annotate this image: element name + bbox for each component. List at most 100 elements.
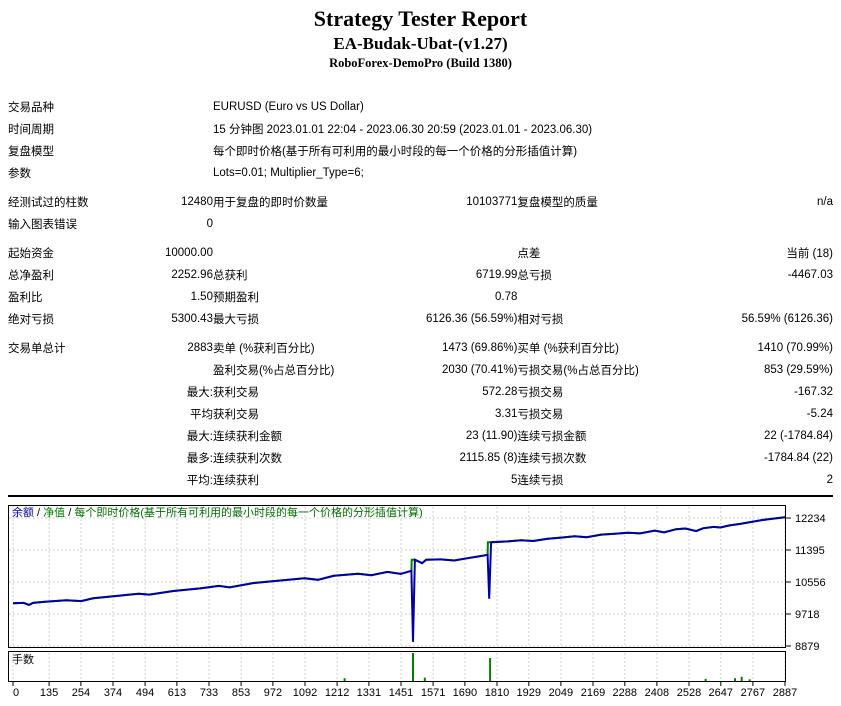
value-3: 22 (-1784.84): [763, 430, 833, 442]
svg-text:0: 0: [13, 687, 19, 699]
section-rule: [8, 491, 833, 497]
empty-cell: [159, 162, 213, 184]
value-2: 5: [511, 474, 518, 486]
value-3: -4467.03: [787, 269, 833, 281]
table-row: 时间周期 15 分钟图 2023.01.01 22:04 - 2023.06.30…: [8, 118, 833, 140]
lots-label: 手数: [12, 652, 34, 666]
value-1: 平均:: [186, 475, 213, 487]
balance-chart: 12234 11395 10556 9718 8879 0 135 254 374 494 613…: [8, 505, 826, 699]
svg-text:972: 972: [264, 687, 282, 699]
value-3: n/a: [817, 196, 833, 208]
table-row: 最大: 连续获利金额 23 (11.90) 连续亏损金额 22 (-1784.84): [8, 425, 833, 447]
label-3: 复盘模型的质量: [517, 197, 598, 209]
row-label: 参数: [8, 168, 31, 180]
value-2: 23 (11.90): [465, 430, 518, 442]
svg-text:2169: 2169: [581, 687, 605, 699]
table-row: 交易品种 EURUSD (Euro vs US Dollar): [8, 96, 833, 118]
svg-text:2887: 2887: [773, 687, 797, 699]
table-row: 平均 获利交易 3.31 亏损交易 -5.24: [8, 403, 833, 425]
value-2: 572.28: [482, 386, 518, 398]
row-label: [8, 469, 159, 491]
value-2: 6719.99: [475, 269, 518, 281]
row-value: 每个即时价格(基于所有可利用的最小时段的每一个价格的分形插值计算): [212, 146, 578, 158]
value-2: 2115.85 (8): [459, 452, 518, 464]
value-1: 2252.96: [171, 269, 213, 281]
svg-text:10556: 10556: [795, 577, 826, 589]
svg-text:613: 613: [168, 687, 186, 699]
label-2: [213, 242, 370, 264]
label-3: [517, 213, 673, 235]
table-row: 交易单总计 2883 卖单 (%获利百分比) 1473 (69.86%) 买单 (%获利…: [8, 337, 833, 359]
svg-text:1571: 1571: [421, 687, 445, 699]
y-axis-labels: 12234 11395 10556 9718 8879: [795, 513, 826, 653]
label-2: 最大亏损: [212, 314, 259, 326]
table-row: 参数 Lots=0.01; Multiplier_Type=6;: [8, 162, 833, 184]
svg-text:733: 733: [200, 687, 218, 699]
value-1: 10000.00: [165, 247, 213, 259]
row-label: [8, 359, 159, 381]
value-3: -5.24: [806, 408, 833, 420]
label-3: 亏损交易(%占总百分比): [517, 365, 639, 377]
table-row: 盈利交易(%占总百分比) 2030 (70.41%) 亏损交易(%占总百分比) 853…: [8, 359, 833, 381]
label-3: 点差: [517, 248, 541, 260]
legend-separator: /: [65, 507, 74, 519]
value-1: 2883: [187, 342, 213, 354]
svg-text:254: 254: [72, 687, 90, 699]
report-title: Strategy Tester Report: [313, 6, 528, 31]
value-1: 1.50: [190, 291, 213, 303]
label-2: 盈利交易(%占总百分比): [212, 365, 335, 377]
table-row: 平均: 连续获利 5 连续亏损 2: [8, 469, 833, 491]
ea-name: EA-Budak-Ubat-(v1.27): [333, 34, 508, 53]
row-label: [8, 447, 159, 469]
value-2: 10103771: [466, 196, 518, 208]
value-2: 1473 (69.86%): [441, 342, 518, 354]
report-header: Strategy Tester Report EA-Budak-Ubat-(v1…: [0, 6, 841, 71]
value-2: 2030 (70.41%): [441, 364, 518, 376]
table-row: 最多: 连续获利次数 2115.85 (8) 连续亏损次数 -1784.84 (22): [8, 447, 833, 469]
svg-text:1092: 1092: [293, 687, 317, 699]
empty-cell: [159, 96, 213, 118]
label-2: 总获利: [212, 270, 248, 282]
svg-text:2767: 2767: [741, 687, 765, 699]
row-label: 交易品种: [8, 102, 54, 114]
table-row: 复盘模型 每个即时价格(基于所有可利用的最小时段的每一个价格的分形插值计算): [8, 140, 833, 162]
legend-separator: /: [34, 507, 43, 519]
svg-text:1929: 1929: [517, 687, 541, 699]
svg-text:2288: 2288: [613, 687, 637, 699]
server-build: RoboForex-DemoPro (Build 1380): [329, 56, 512, 70]
row-label: 输入图表错误: [8, 219, 77, 231]
label-2: 连续获利金额: [212, 431, 282, 443]
svg-text:853: 853: [232, 687, 250, 699]
section-gap: [8, 235, 833, 242]
svg-text:135: 135: [40, 687, 58, 699]
label-2: 预期盈利: [212, 292, 259, 304]
svg-text:9718: 9718: [795, 609, 819, 621]
svg-text:2647: 2647: [709, 687, 733, 699]
svg-text:11395: 11395: [795, 545, 825, 557]
label-2: 获利交易: [212, 409, 259, 421]
svg-text:1451: 1451: [389, 687, 413, 699]
label-3: 连续亏损金额: [517, 431, 587, 443]
value-1: 最大:: [186, 387, 213, 399]
value-3: -1784.84 (22): [763, 452, 833, 464]
summary-table: 交易品种 EURUSD (Euro vs US Dollar) 时间周期 15 分钟图…: [8, 96, 833, 497]
value-1: 最大:: [186, 431, 213, 443]
label-3: 相对亏损: [517, 314, 564, 326]
main-chart-frame: [8, 505, 786, 648]
value-3: -167.32: [793, 386, 833, 398]
svg-text:1212: 1212: [325, 687, 349, 699]
row-label: 交易单总计: [8, 343, 66, 355]
value-2: 3.31: [495, 408, 518, 420]
section-gap: [8, 330, 833, 337]
value-1: [159, 359, 213, 381]
label-3: 买单 (%获利百分比): [517, 343, 620, 355]
svg-text:1690: 1690: [453, 687, 477, 699]
label-3: 总亏损: [517, 270, 552, 282]
label-2: 卖单 (%获利百分比): [212, 343, 315, 355]
row-label: 盈利比: [8, 292, 43, 304]
spacer-cell: [8, 235, 833, 242]
x-axis-labels: 0 135 254 374 494 613 733 853 972 1092 1212 1331 145…: [13, 687, 797, 699]
section-gap: [8, 184, 833, 191]
value-2: 6126.36 (56.59%): [425, 313, 518, 325]
svg-text:2408: 2408: [645, 687, 669, 699]
